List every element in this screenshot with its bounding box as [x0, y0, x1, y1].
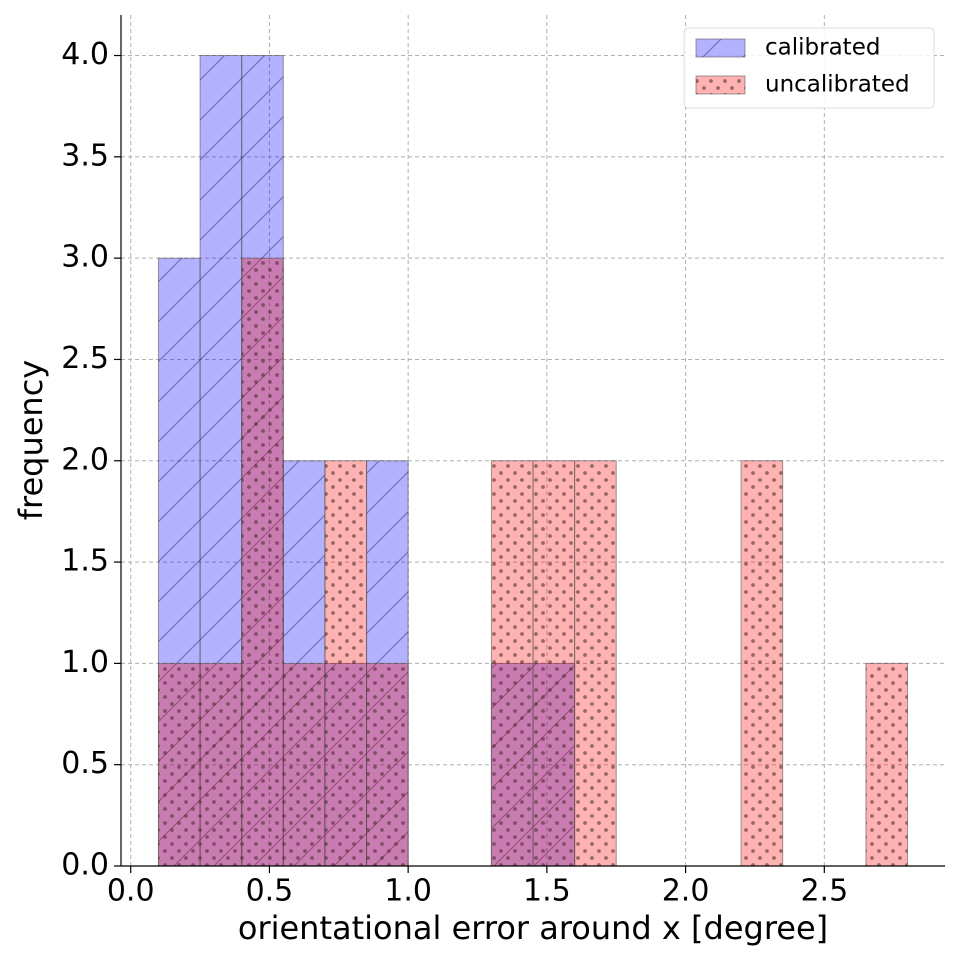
x-tick-label: 1.0	[384, 874, 432, 909]
x-tick-label: 2.5	[800, 874, 848, 909]
y-tick-label: 0.5	[61, 746, 109, 781]
x-tick-label: 0.5	[246, 874, 294, 909]
bar-hatch	[741, 460, 783, 866]
y-axis-label: frequency	[12, 360, 50, 521]
legend-label: uncalibrated	[765, 72, 910, 98]
histogram-bar	[740, 460, 784, 867]
bar-hatch	[366, 663, 409, 866]
histogram-bar	[366, 662, 409, 867]
y-tick-label: 3.0	[61, 240, 109, 275]
histogram-bar	[574, 460, 617, 867]
y-tick-label: 2.5	[61, 341, 109, 376]
x-tick-label: 1.5	[523, 874, 571, 909]
legend: calibrated uncalibrated	[683, 27, 935, 109]
legend-swatch-hatch	[696, 39, 745, 57]
legend-label: calibrated	[765, 35, 880, 61]
histogram-bar	[282, 662, 326, 867]
bar-hatch	[491, 460, 533, 866]
histogram-bar	[157, 662, 201, 867]
y-tick-label: 0.0	[61, 848, 109, 883]
histogram-bar	[490, 460, 534, 867]
y-tick-label: 3.5	[61, 138, 109, 173]
histogram-bar	[241, 257, 284, 867]
bars	[157, 55, 909, 867]
y-tick-label: 4.0	[61, 37, 109, 72]
bar-hatch	[200, 663, 242, 866]
y-tick-label: 2.0	[61, 442, 109, 477]
histogram-bar	[199, 662, 243, 867]
x-axis-label: orientational error around x [degree]	[238, 909, 828, 947]
histogram-bar	[324, 460, 368, 867]
legend-swatch-hatch	[696, 76, 745, 94]
bar-hatch	[865, 663, 908, 866]
x-tick-label: 2.0	[662, 874, 710, 909]
axes: 0.0 0.5 1.0 1.5 2.0 2.5 0.0 0.5 1.0 1.5 2.0 2.5 3.0 3…	[61, 15, 945, 909]
bar-hatch	[158, 663, 201, 866]
bar-hatch	[574, 460, 617, 866]
histogram-bar	[865, 662, 909, 867]
bar-hatch	[533, 460, 575, 866]
histogram-bar	[532, 460, 576, 867]
legend-frame	[683, 27, 935, 109]
bar-hatch	[241, 258, 284, 867]
x-tick-label: 0.0	[107, 874, 155, 909]
y-tick-label: 1.5	[61, 544, 109, 579]
bar-hatch	[283, 663, 325, 866]
bar-hatch	[324, 460, 367, 866]
y-tick-label: 1.0	[61, 645, 109, 680]
